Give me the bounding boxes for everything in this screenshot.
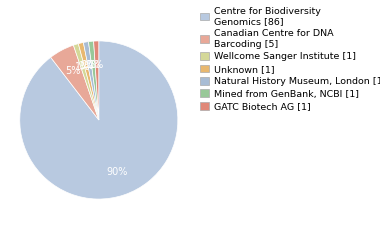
Text: 5%: 5% [65, 66, 81, 76]
Wedge shape [73, 44, 99, 120]
Wedge shape [93, 41, 99, 120]
Text: 1%: 1% [82, 60, 97, 70]
Wedge shape [51, 45, 99, 120]
Wedge shape [83, 42, 99, 120]
Text: 1%: 1% [89, 60, 105, 70]
Wedge shape [89, 41, 99, 120]
Legend: Centre for Biodiversity
Genomics [86], Canadian Centre for DNA
Barcoding [5], We: Centre for Biodiversity Genomics [86], C… [198, 5, 380, 113]
Text: 1%: 1% [75, 62, 90, 72]
Text: 90%: 90% [106, 167, 127, 177]
Wedge shape [78, 42, 99, 120]
Text: 1%: 1% [79, 61, 94, 71]
Text: 1%: 1% [86, 60, 101, 70]
Wedge shape [20, 41, 178, 199]
